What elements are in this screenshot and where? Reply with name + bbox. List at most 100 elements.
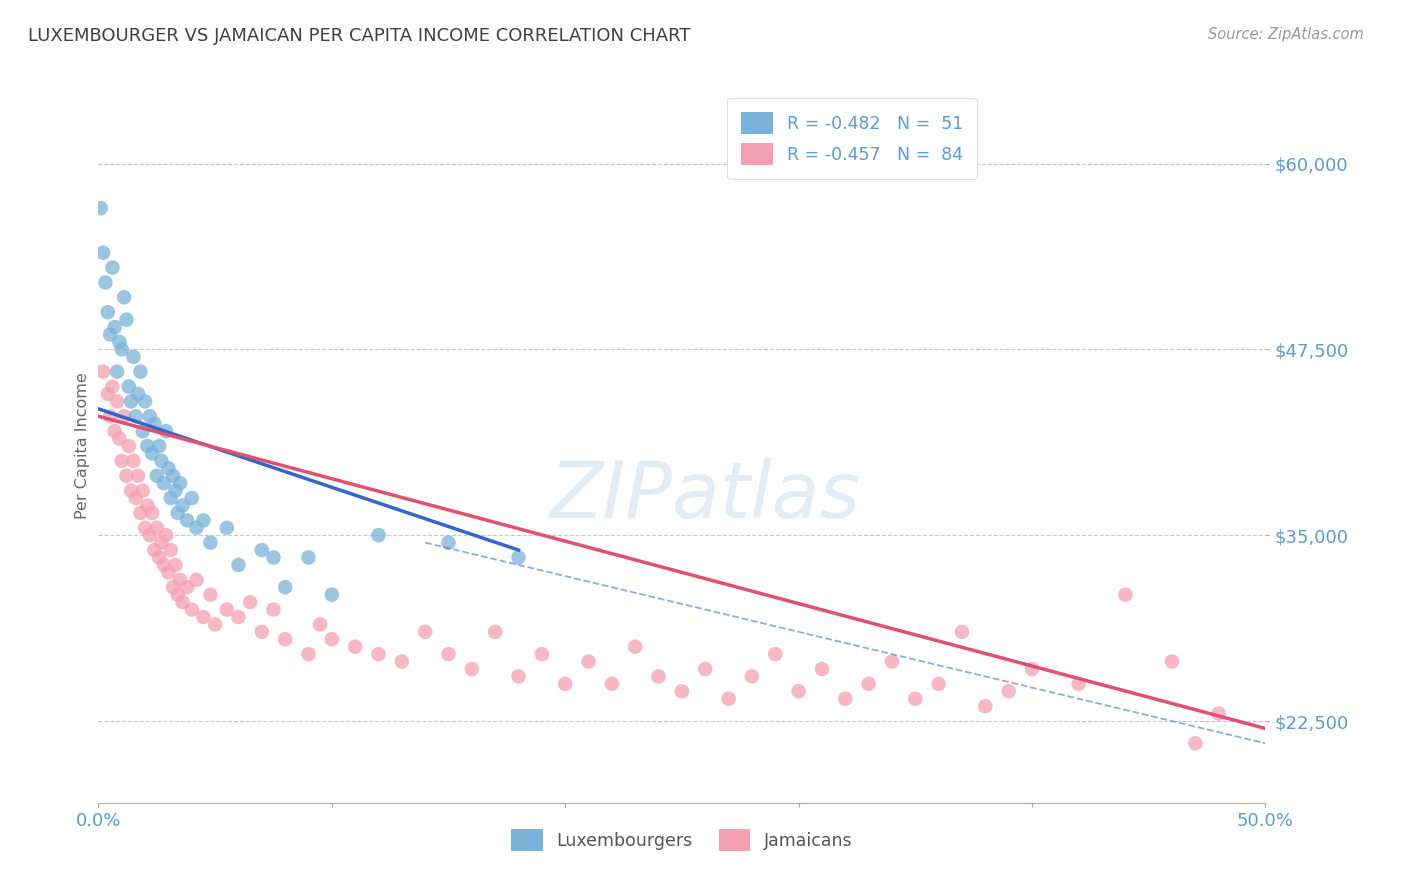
Point (997, 684, 1019, 698)
Point (157, 461, 180, 475)
Text: ZIPatlas: ZIPatlas (550, 458, 860, 534)
Point (112, 409, 135, 424)
Point (717, 691, 740, 706)
Point (157, 566, 180, 580)
Point (461, 662, 484, 676)
Point (136, 499, 159, 513)
Point (647, 669, 669, 683)
Point (297, 550, 319, 565)
Point (152, 476, 174, 491)
Text: LUXEMBOURGER VS JAMAICAN PER CAPITA INCOME CORRELATION CHART: LUXEMBOURGER VS JAMAICAN PER CAPITA INCO… (28, 27, 690, 45)
Point (101, 260, 124, 275)
Point (139, 409, 162, 424)
Point (274, 580, 297, 594)
Point (152, 558, 174, 572)
Point (159, 543, 181, 558)
Point (176, 580, 198, 594)
Point (111, 454, 134, 468)
Point (250, 543, 273, 558)
Point (162, 580, 184, 594)
Point (143, 543, 166, 558)
Point (1184, 736, 1206, 750)
Point (111, 343, 134, 357)
Point (125, 409, 148, 424)
Point (974, 699, 997, 714)
Point (127, 468, 149, 483)
Point (91, 365, 114, 379)
Point (120, 483, 142, 498)
Point (162, 468, 184, 483)
Point (132, 483, 155, 498)
Point (262, 602, 284, 616)
Point (671, 684, 693, 698)
Point (169, 476, 191, 491)
Point (120, 394, 142, 409)
Point (484, 624, 506, 639)
Point (204, 617, 226, 632)
Point (193, 513, 215, 527)
Point (141, 506, 163, 520)
Point (200, 535, 222, 549)
Legend: Luxembourgers, Jamaicans: Luxembourgers, Jamaicans (505, 822, 859, 858)
Point (172, 595, 194, 609)
Y-axis label: Per Capita Income: Per Capita Income (75, 373, 90, 519)
Point (104, 320, 127, 334)
Point (176, 513, 198, 527)
Point (508, 669, 530, 683)
Point (228, 610, 250, 624)
Point (97, 305, 120, 319)
Point (413, 624, 436, 639)
Point (180, 602, 202, 616)
Point (624, 640, 647, 654)
Point (98, 327, 121, 342)
Point (118, 379, 141, 393)
Point (118, 439, 141, 453)
Point (950, 624, 973, 639)
Point (274, 632, 297, 647)
Point (834, 691, 856, 706)
Point (155, 528, 177, 542)
Point (391, 655, 413, 669)
Point (186, 521, 208, 535)
Point (811, 662, 834, 676)
Point (1161, 655, 1184, 669)
Point (136, 439, 159, 453)
Point (578, 655, 600, 669)
Point (115, 312, 138, 326)
Point (297, 647, 319, 661)
Point (159, 491, 181, 505)
Point (193, 610, 215, 624)
Point (180, 491, 202, 505)
Point (309, 617, 332, 632)
Point (787, 684, 810, 698)
Point (90, 201, 112, 215)
Point (741, 669, 763, 683)
Point (166, 588, 188, 602)
Point (146, 468, 169, 483)
Point (695, 662, 717, 676)
Point (122, 350, 145, 364)
Point (858, 677, 880, 691)
Point (508, 550, 530, 565)
Point (344, 640, 367, 654)
Point (129, 365, 152, 379)
Point (262, 550, 284, 565)
Point (127, 387, 149, 401)
Point (763, 647, 786, 661)
Point (437, 647, 460, 661)
Point (1114, 588, 1136, 602)
Point (108, 432, 131, 446)
Point (129, 506, 152, 520)
Point (367, 528, 389, 542)
Point (165, 483, 187, 498)
Point (239, 595, 262, 609)
Point (115, 468, 138, 483)
Point (101, 379, 124, 393)
Point (150, 454, 173, 468)
Point (91, 245, 114, 260)
Point (928, 677, 950, 691)
Point (215, 521, 238, 535)
Point (134, 521, 156, 535)
Point (200, 588, 222, 602)
Point (1208, 706, 1230, 721)
